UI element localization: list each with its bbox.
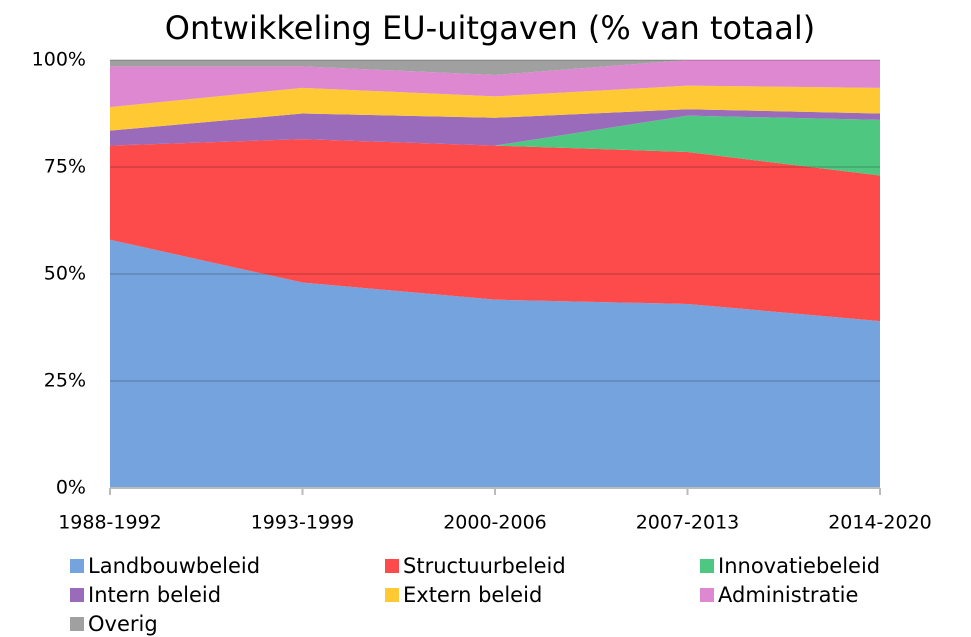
y-tick-label: 50% xyxy=(44,263,86,285)
y-tick-label: 25% xyxy=(44,370,86,392)
legend-label: Innovatiebeleid xyxy=(718,554,880,578)
x-tick-label: 2007-2013 xyxy=(636,512,740,534)
legend-label: Intern beleid xyxy=(88,583,221,607)
chart-title: Ontwikkeling EU-uitgaven (% van totaal) xyxy=(165,9,815,47)
x-tick-label: 1993-1999 xyxy=(251,512,355,534)
legend-label: Extern beleid xyxy=(403,583,542,607)
legend-swatch xyxy=(700,588,714,602)
x-tick-label: 1988-1992 xyxy=(58,512,162,534)
x-tick-label: 2014-2020 xyxy=(828,512,932,534)
legend-label: Administratie xyxy=(718,583,858,607)
area xyxy=(110,60,880,75)
y-tick-label: 100% xyxy=(32,49,86,71)
area xyxy=(110,239,880,488)
legend-swatch xyxy=(385,588,399,602)
legend-swatch xyxy=(70,559,84,573)
legend-swatch xyxy=(700,559,714,573)
y-tick-label: 75% xyxy=(44,156,86,178)
legend-label: Overig xyxy=(88,612,158,636)
legend-swatch xyxy=(385,559,399,573)
area xyxy=(110,139,880,322)
legend-swatch xyxy=(70,617,84,631)
legend-label: Landbouwbeleid xyxy=(88,554,260,578)
legend-label: Structuurbeleid xyxy=(403,554,566,578)
y-tick-label: 0% xyxy=(56,477,86,499)
area xyxy=(110,60,880,108)
area xyxy=(110,109,880,146)
area xyxy=(110,85,880,131)
x-tick-label: 2000-2006 xyxy=(443,512,547,534)
legend-swatch xyxy=(70,588,84,602)
